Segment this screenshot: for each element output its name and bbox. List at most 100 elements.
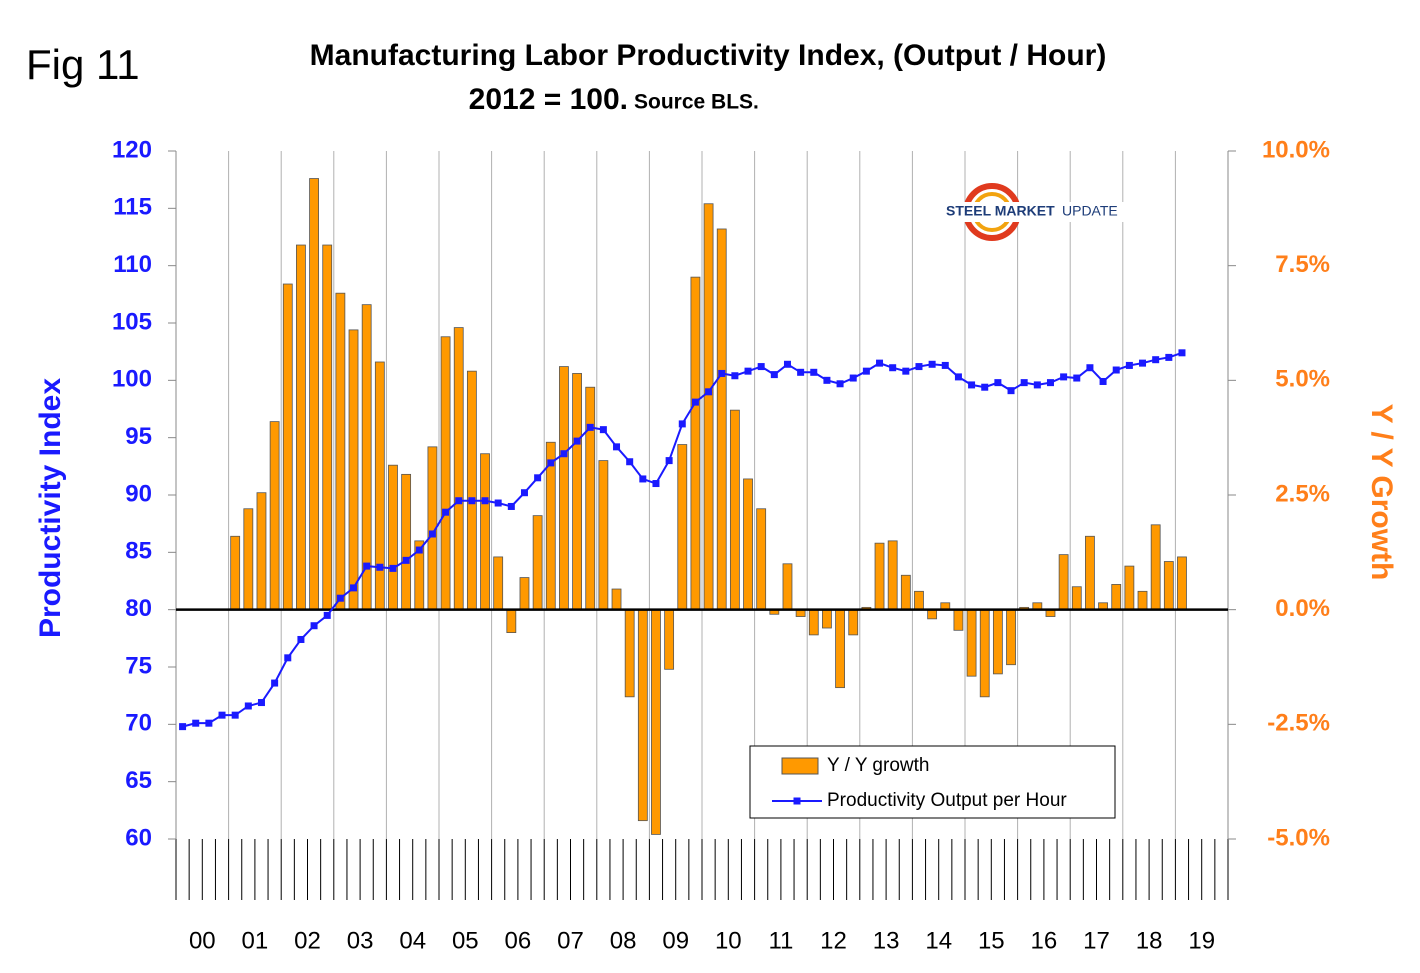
bar (743, 478, 753, 611)
logo-text: UPDATE (1062, 203, 1118, 219)
line-marker (547, 459, 555, 467)
line-marker (599, 426, 607, 434)
line-marker (363, 562, 371, 570)
line-marker (323, 611, 331, 619)
bar (624, 609, 635, 698)
line-marker (494, 499, 502, 507)
bar (335, 292, 346, 611)
line-marker (757, 363, 765, 371)
bar (256, 492, 267, 611)
y-tick-label: 65 (125, 767, 152, 794)
bar (388, 464, 398, 611)
y-tick-label: 105 (112, 308, 152, 335)
x-tick-label: 03 (347, 927, 374, 954)
y2-tick-label: 7.5% (1275, 251, 1330, 278)
line-marker (218, 711, 226, 719)
line-marker (586, 423, 594, 431)
x-tick-label: 17 (1083, 927, 1110, 954)
source: Source BLS. (634, 91, 759, 114)
bar (466, 370, 477, 611)
line-marker (402, 556, 410, 564)
line-marker (928, 360, 936, 368)
line-marker (1112, 366, 1120, 374)
line-marker (192, 719, 200, 727)
bar (848, 609, 859, 636)
line-marker (810, 368, 818, 376)
bar (651, 609, 661, 835)
y-tick-label: 90 (125, 480, 152, 507)
bar (559, 366, 569, 611)
bar (585, 386, 596, 611)
line-marker (1178, 349, 1186, 357)
fig-label: Fig 11 (26, 41, 140, 88)
line-marker (915, 363, 923, 371)
y-tick-label: 120 (112, 136, 152, 163)
bar (927, 609, 938, 620)
line-marker (678, 420, 686, 428)
line-marker (271, 679, 279, 687)
bar (296, 244, 306, 611)
line-marker (744, 367, 752, 375)
line-marker (481, 497, 489, 505)
bar (1006, 609, 1016, 666)
y-axis-label: Productivity Index (34, 378, 67, 638)
bar (914, 590, 924, 611)
x-tick-label: 15 (978, 927, 1005, 954)
legend: Y / Y growth Productivity Output per Hour (749, 745, 1116, 819)
bar (637, 609, 648, 822)
line-marker (1033, 381, 1041, 389)
y-tick-label: 115 (113, 194, 152, 221)
line-marker (257, 699, 265, 707)
y2-tick-label: 10.0% (1262, 136, 1330, 163)
bar (782, 563, 793, 611)
y2-tick-label: 0.0% (1275, 595, 1330, 622)
line-marker (560, 450, 568, 458)
bar (493, 556, 504, 611)
x-tick-label: 05 (452, 927, 479, 954)
y-tick-label: 60 (125, 824, 152, 851)
bar (322, 244, 333, 611)
line-marker (455, 497, 463, 505)
bar (243, 508, 254, 611)
bar (230, 535, 241, 611)
line-marker (836, 380, 844, 388)
bar (1111, 584, 1122, 611)
bar (808, 609, 819, 636)
bar (506, 609, 517, 634)
legend-label: Productivity Output per Hour (827, 790, 1067, 811)
line-marker (1073, 374, 1081, 382)
x-tick-label: 18 (1136, 927, 1163, 954)
logo-text: STEEL MARKET (946, 203, 1055, 219)
line-marker (639, 475, 647, 483)
bar (664, 609, 675, 670)
bar (703, 203, 714, 611)
line-marker (981, 383, 989, 391)
line-marker (718, 369, 726, 377)
bar (1085, 535, 1095, 611)
line-marker (1086, 364, 1094, 372)
bar (900, 574, 911, 611)
line-marker (507, 502, 515, 510)
y-tick-label: 85 (125, 538, 152, 565)
legend-label: Y / Y growth (827, 755, 929, 776)
y-tick-label: 110 (113, 251, 152, 278)
line-marker (1007, 387, 1015, 395)
bar (1177, 556, 1187, 611)
bar (572, 373, 582, 611)
line-marker (376, 563, 384, 571)
line-marker (244, 702, 252, 710)
line-marker (336, 594, 344, 602)
y2-axis-label: Y / Y Growth (1365, 404, 1398, 581)
bar (401, 473, 412, 611)
x-tick-label: 10 (715, 927, 742, 954)
logo-back (944, 202, 1154, 222)
legend-marker (793, 797, 801, 805)
y-tick-label: 75 (125, 652, 152, 679)
line-marker (231, 711, 239, 719)
line-marker (770, 371, 778, 379)
line-marker (534, 474, 542, 482)
line-marker (389, 564, 397, 572)
line-marker (731, 372, 739, 380)
line-marker (179, 723, 187, 731)
